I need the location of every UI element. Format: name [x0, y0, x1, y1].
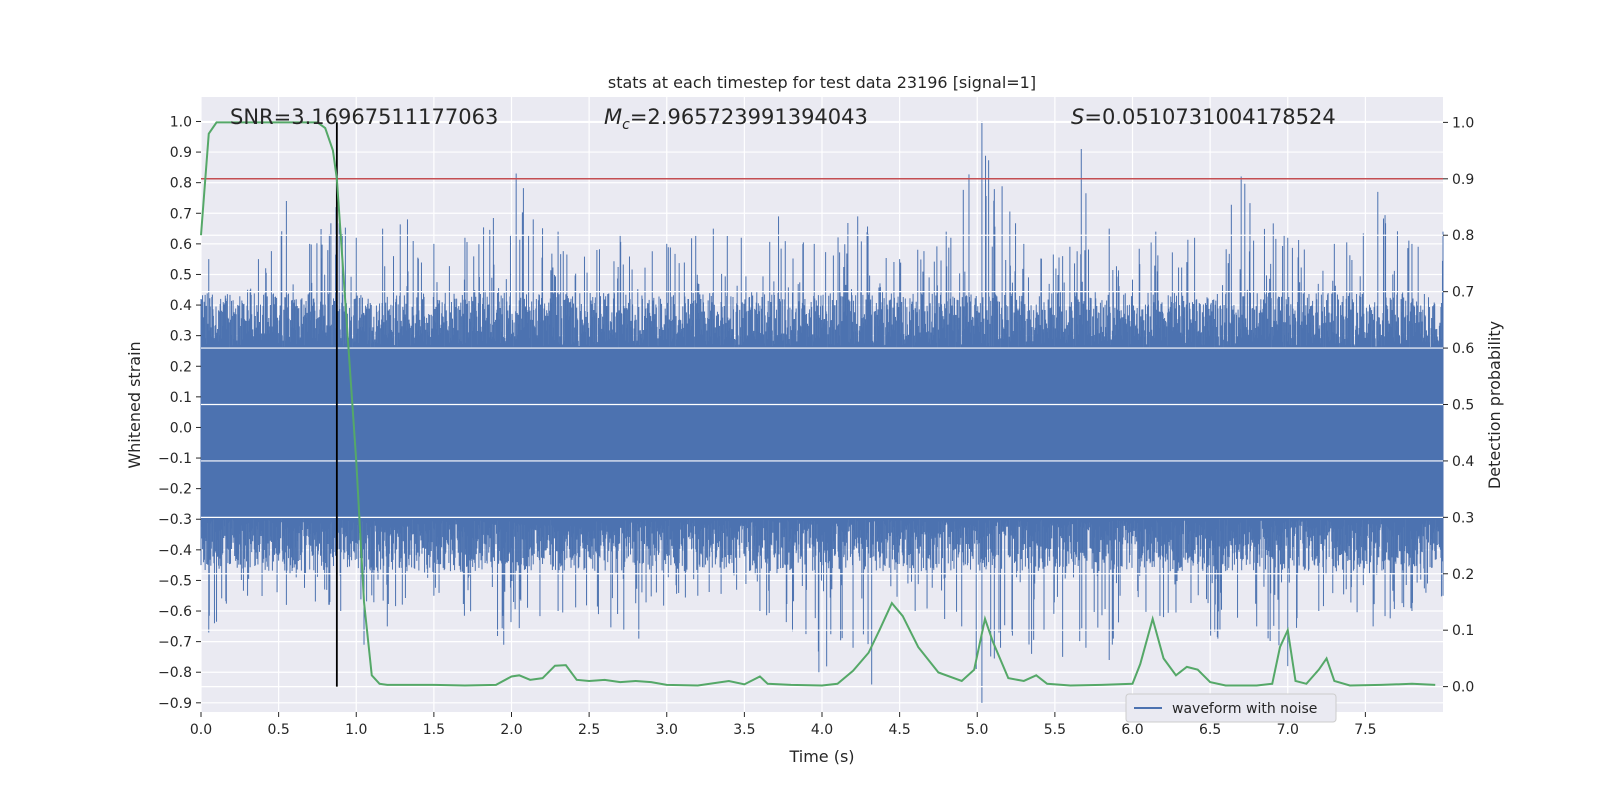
y2-tick-label: 0.6	[1452, 341, 1474, 357]
y-tick-label: −0.7	[158, 635, 192, 651]
x-tick-label: 4.5	[888, 722, 910, 738]
tick-labels: 0.0 0.5 1.0 1.5 2.0 2.5 3.0 3.5 4.0 4.5 5.0 5.5 6.0 6…	[158, 114, 1474, 738]
y-tick-label: 0.4	[170, 298, 192, 314]
y-tick-label: 0.6	[170, 237, 192, 253]
x-tick-label: 6.0	[1121, 722, 1143, 738]
x-tick-label: 7.0	[1277, 722, 1299, 738]
y-tick-label: −0.9	[158, 696, 192, 712]
mc-value: =2.965723991394043	[630, 105, 868, 129]
y-tick-label: −0.8	[158, 665, 192, 681]
y-tick-label: 0.1	[170, 390, 192, 406]
x-tick-label: 7.5	[1354, 722, 1376, 738]
y-tick-label: 0.0	[170, 420, 192, 436]
overlay-lines	[201, 122, 1443, 687]
s-symbol: S	[1071, 105, 1084, 129]
y2-tick-label: 0.7	[1452, 285, 1474, 301]
y2-tick-label: 0.8	[1452, 228, 1474, 244]
x-tick-label: 2.0	[500, 722, 522, 738]
y-tick-label: 0.5	[170, 267, 192, 283]
waveform-trace	[200, 121, 1444, 703]
y-tick-label: 0.9	[170, 145, 192, 161]
y-tick-label: −0.2	[158, 482, 192, 498]
y2-axis-label: Detection probability	[1485, 321, 1504, 489]
x-tick-label: 2.5	[578, 722, 600, 738]
detection-probability-line	[200, 121, 1436, 687]
x-tick-label: 0.0	[190, 722, 212, 738]
y-tick-label: −0.4	[158, 543, 192, 559]
mc-annotation: Mc=2.965723991394043	[604, 105, 868, 133]
y-tick-label: −0.6	[158, 604, 192, 620]
y2-tick-label: 1.0	[1452, 115, 1474, 131]
y2-tick-label: 0.4	[1452, 454, 1474, 470]
y-tick-label: −0.1	[158, 451, 192, 467]
x-tick-label: 3.5	[733, 722, 755, 738]
y2-tick-label: 0.5	[1452, 398, 1474, 414]
y-tick-label: −0.5	[158, 573, 192, 589]
legend-box	[1125, 693, 1337, 723]
legend: waveform with noise	[1125, 693, 1337, 723]
y2-tick-label: 0.1	[1452, 623, 1474, 639]
mc-symbol: M	[604, 105, 622, 129]
s-value: =0.0510731004178524	[1084, 105, 1335, 129]
x-tick-label: 1.0	[345, 722, 367, 738]
x-tick-label: 5.0	[966, 722, 988, 738]
y2-tick-label: 0.0	[1452, 680, 1474, 696]
y2-tick-label: 0.2	[1452, 567, 1474, 583]
probability-series	[200, 121, 1436, 687]
y2-tick-label: 0.9	[1452, 172, 1474, 188]
mc-subscript: c	[622, 117, 630, 133]
x-tick-label: 4.0	[811, 722, 833, 738]
x-tick-label: 0.5	[267, 722, 289, 738]
x-tick-label: 1.5	[423, 722, 445, 738]
snr-annotation: SNR=3.16967511177063	[230, 105, 498, 129]
legend-label: waveform with noise	[1172, 701, 1317, 717]
x-axis-label: Time (s)	[788, 747, 854, 766]
y-tick-label: 0.3	[170, 329, 192, 345]
y-axis-label: Whitened strain	[125, 341, 144, 468]
x-tick-label: 5.5	[1044, 722, 1066, 738]
waveform-series	[200, 121, 1444, 703]
y-tick-label: 0.7	[170, 206, 192, 222]
x-tick-label: 3.0	[656, 722, 678, 738]
y-tick-label: 1.0	[170, 114, 192, 130]
y-tick-label: 0.8	[170, 176, 192, 192]
chart-title: stats at each timestep for test data 231…	[608, 73, 1036, 92]
y-tick-label: 0.2	[170, 359, 192, 375]
y-tick-label: −0.3	[158, 512, 192, 528]
x-tick-label: 6.5	[1199, 722, 1221, 738]
y2-tick-label: 0.3	[1452, 510, 1474, 526]
s-annotation: S=0.0510731004178524	[1071, 105, 1336, 129]
